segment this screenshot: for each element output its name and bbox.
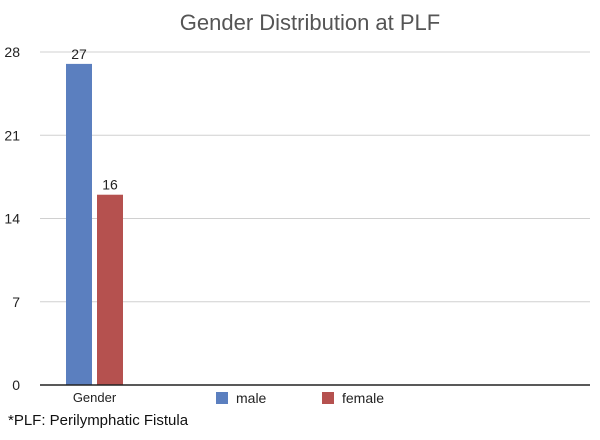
footnote: *PLF: Perilymphatic Fistula <box>8 412 189 429</box>
bars <box>66 63 123 386</box>
chart: Gender Distribution at PLF 0 7 14 21 28 27 16… <box>4 10 590 406</box>
y-tick-label: 21 <box>4 127 20 143</box>
bar-female-gender <box>97 194 123 385</box>
legend: male female <box>216 390 384 406</box>
y-tick-label: 7 <box>12 294 20 310</box>
legend-swatch-female <box>322 392 334 404</box>
y-tick-label: 0 <box>12 377 20 393</box>
y-tick-label: 28 <box>4 44 20 60</box>
data-labels: 27 16 <box>71 46 118 193</box>
y-tick-label: 14 <box>4 211 20 227</box>
bar-male-gender <box>66 63 92 386</box>
category-labels: Gender <box>73 390 117 405</box>
gridlines <box>40 51 590 303</box>
y-axis-ticks: 0 7 14 21 28 <box>4 44 20 393</box>
legend-swatch-male <box>216 392 228 404</box>
category-label: Gender <box>73 390 117 405</box>
legend-label-female: female <box>342 390 384 406</box>
data-label-male: 27 <box>71 46 87 62</box>
data-label-female: 16 <box>102 177 118 193</box>
chart-title: Gender Distribution at PLF <box>180 10 440 35</box>
legend-label-male: male <box>236 390 267 406</box>
